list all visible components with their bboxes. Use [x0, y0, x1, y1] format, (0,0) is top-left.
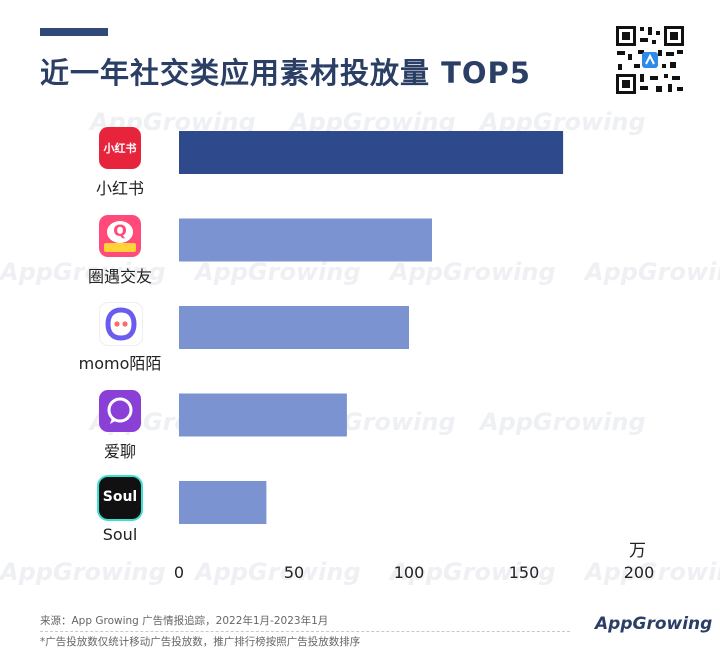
soul-icon: Soul — [99, 477, 141, 519]
qr-code-icon — [614, 24, 686, 96]
category-label: 圈遇交友 — [87, 266, 152, 286]
footer-divider — [40, 631, 570, 632]
brand-logo: AppGrowing — [595, 614, 713, 634]
momo-icon — [99, 302, 143, 346]
bar-1 — [179, 131, 564, 174]
x-tick-label: 0 — [174, 563, 184, 582]
quanyu-icon: Q — [99, 214, 141, 257]
x-tick-label: 200 — [624, 563, 655, 582]
bar-chart: 0 50 100 150 200 — [174, 131, 655, 582]
ailiao-icon — [99, 389, 141, 432]
footer-source: 来源：App Growing 广告情报追踪，2022年1月-2023年1月 — [40, 615, 329, 627]
category-label: 爱聊 — [103, 441, 136, 461]
x-tick-label: 100 — [394, 563, 425, 582]
x-tick-label: 50 — [284, 563, 304, 582]
page-title: 近一年社交类应用素材投放量 TOP5 — [40, 56, 531, 90]
category-label: Soul — [102, 525, 138, 544]
unit-label: 万 — [629, 541, 646, 561]
bar-4 — [179, 393, 347, 437]
category-label: 小红书 — [95, 179, 144, 198]
xiaohongshu-icon: 小红书 — [99, 127, 141, 169]
footer-note: *广告投放数仅统计移动广告投放数，推广排行榜按照广告投放数排序 — [40, 636, 361, 648]
bar-5 — [179, 481, 267, 524]
bar-3 — [179, 306, 409, 349]
category-label: momo陌陌 — [78, 354, 162, 373]
bar-2 — [179, 218, 432, 262]
x-tick-label: 150 — [509, 563, 540, 582]
title-accent-bar — [40, 28, 108, 36]
